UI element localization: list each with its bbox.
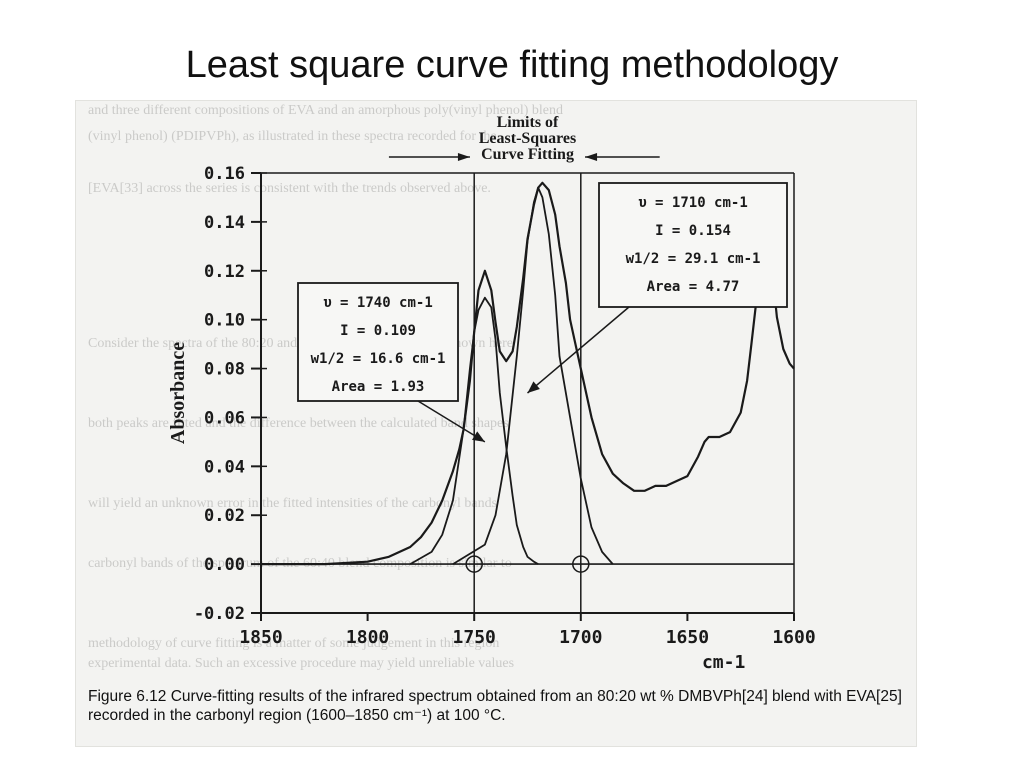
fit-limit-circle (572, 555, 590, 573)
ghost-text-line: methodology of curve fitting is a matter… (88, 636, 500, 651)
y-tick-label: -0.02 (194, 604, 245, 624)
annotation-text: I = 0.154 (655, 223, 731, 239)
fit-limits-label: Curve Fitting (481, 146, 574, 163)
x-tick-label: 1600 (772, 627, 815, 648)
y-tick-label: 0.16 (204, 164, 245, 184)
annotation-text: υ = 1740 cm-1 (323, 295, 433, 311)
annotation-arrowhead (472, 431, 485, 442)
fit-limit-arrowhead-left (457, 153, 470, 161)
y-tick-label: 0.14 (204, 213, 245, 233)
annotation-box (297, 282, 459, 402)
annotation-text: Area = 4.77 (647, 279, 740, 295)
annotation-text: I = 0.109 (340, 323, 416, 339)
y-tick-label: 0.12 (204, 262, 245, 282)
slide-title: Least square curve fitting methodology (185, 44, 839, 86)
scanned-figure: and three different compositions of EVA … (75, 100, 917, 747)
fit-limit-circle (465, 555, 483, 573)
x-tick-label: 1650 (666, 627, 709, 648)
x-axis-label: cm-1 (702, 652, 745, 673)
ghost-text-line: and three different compositions of EVA … (88, 103, 564, 118)
y-tick-label: 0.02 (204, 506, 245, 526)
ghost-text-line: will yield an unknown error in the fitte… (88, 496, 498, 511)
y-tick-label: 0.10 (204, 311, 245, 331)
ghost-text-line: experimental data. Such an excessive pro… (88, 656, 515, 671)
y-tick-label: 0.06 (204, 408, 245, 428)
x-tick-label: 1750 (453, 627, 496, 648)
y-tick-label: 0.00 (204, 555, 245, 575)
annotation-arrow (417, 400, 486, 443)
fit-limits-label: Limits of (497, 114, 559, 131)
annotation-arrow (527, 306, 630, 394)
ir-spectrum-chart: -0.02 0.00 0.02 0.04 0.06 0.08 0.10 0.12 0.14 0.1… (167, 114, 816, 673)
ghost-text-line: (vinyl phenol) (PDIPVPh), as illustrated… (88, 129, 497, 144)
x-tick-label: 1800 (346, 627, 389, 648)
x-tick-label: 1700 (559, 627, 602, 648)
fit-limit-arrowhead-right (585, 153, 598, 161)
fitted-band-line (409, 296, 539, 565)
annotation-text: Area = 1.93 (332, 379, 425, 395)
ghost-text-line: both peaks are fitted and the difference… (88, 416, 509, 431)
annotation-text: w1/2 = 29.1 cm-1 (626, 251, 761, 267)
annotation-arrowhead (527, 381, 540, 393)
fitted-band-line (452, 186, 614, 565)
ghost-text-line: [EVA[33] across the series is consistent… (88, 181, 491, 196)
fit-limits-label: Least-Squares (479, 130, 577, 147)
figure-caption: Figure 6.12 Curve-fitting results of the… (88, 688, 902, 724)
y-tick-label: 0.08 (204, 360, 245, 380)
y-axis-label: Absorbance (167, 342, 189, 444)
annotation-text: w1/2 = 16.6 cm-1 (311, 351, 446, 367)
y-tick-label: 0.04 (204, 457, 245, 477)
annotation-box (598, 182, 788, 308)
x-tick-label: 1850 (239, 627, 282, 648)
annotation-text: υ = 1710 cm-1 (638, 195, 748, 211)
